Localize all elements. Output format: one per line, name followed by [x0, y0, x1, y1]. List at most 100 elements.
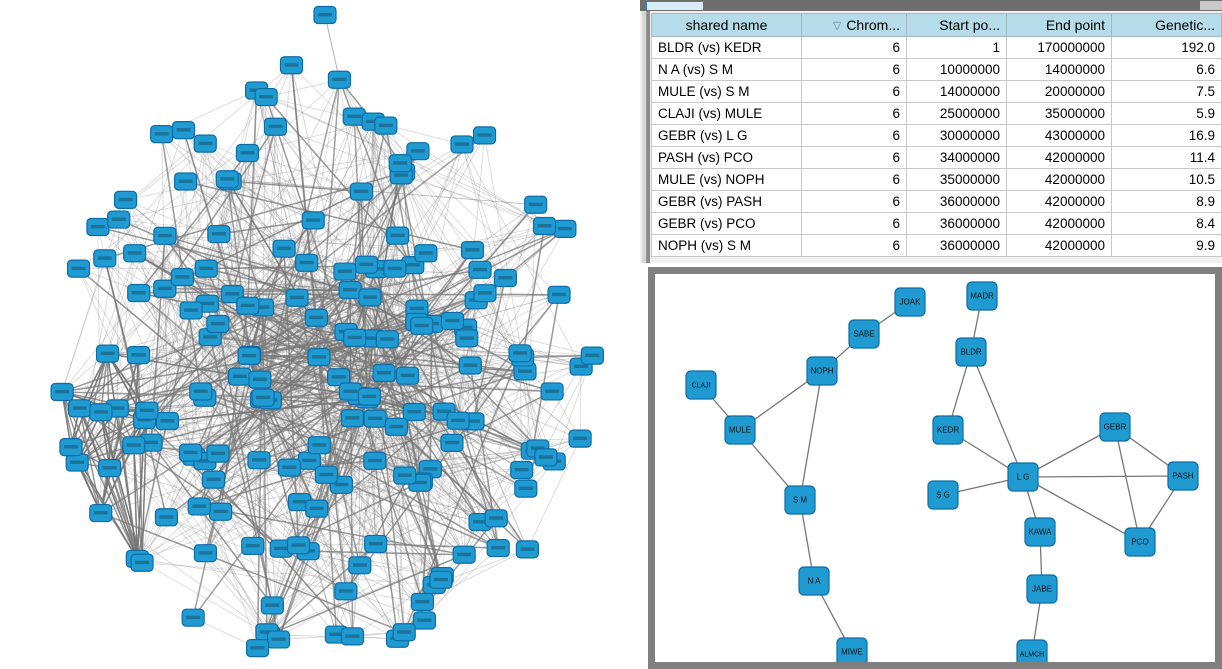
main-network-edge[interactable]	[472, 204, 537, 422]
main-network-edge[interactable]	[374, 456, 546, 462]
main-network-node[interactable]	[342, 107, 366, 126]
main-network-edge[interactable]	[136, 310, 192, 560]
main-network-node[interactable]	[450, 135, 474, 154]
main-network-edge[interactable]	[461, 144, 547, 458]
main-network-edge[interactable]	[262, 307, 522, 471]
main-network-edge[interactable]	[262, 175, 402, 308]
main-network-edge[interactable]	[306, 79, 340, 263]
main-network-edge[interactable]	[164, 178, 228, 237]
main-network-edge[interactable]	[290, 65, 320, 358]
cell-start_point[interactable]: 25000000	[906, 102, 1007, 125]
main-network-node[interactable]	[153, 226, 177, 245]
main-network-edge[interactable]	[118, 219, 426, 254]
main-network-node[interactable]	[354, 255, 378, 274]
subnetwork-view[interactable]: JOAK MADR SABE BLDR NOPH CLAJI GEBR KEDR MULE L G…	[655, 274, 1215, 662]
main-network-edge[interactable]	[372, 338, 539, 449]
main-network-edge[interactable]	[262, 307, 581, 440]
subnetwork-canvas[interactable]: JOAK MADR SABE BLDR NOPH CLAJI GEBR KEDR MULE L G…	[655, 274, 1215, 662]
main-network-edge[interactable]	[118, 219, 251, 356]
main-network-edge[interactable]	[247, 305, 522, 471]
subnetwork-node[interactable]: GEBR	[1099, 412, 1131, 442]
table-row[interactable]: BLDR (vs) KEDR 6 1 170000000 192.0	[651, 36, 1222, 59]
main-network-node[interactable]	[508, 344, 532, 363]
main-network-edge[interactable]	[226, 179, 251, 356]
main-network-edge[interactable]	[249, 354, 320, 446]
main-network-edge[interactable]	[137, 468, 431, 560]
main-network-edge[interactable]	[484, 135, 539, 449]
main-network-node[interactable]	[130, 553, 154, 572]
main-network-edge[interactable]	[100, 419, 146, 514]
main-network-edge[interactable]	[376, 268, 581, 439]
cell-shared_name[interactable]: MULE (vs) S M	[651, 80, 802, 103]
main-network-edge[interactable]	[239, 297, 371, 377]
main-network-edge[interactable]	[260, 220, 314, 400]
main-network-node[interactable]	[135, 401, 159, 420]
main-network-edge[interactable]	[164, 288, 282, 549]
main-network-node[interactable]	[468, 260, 492, 279]
main-network-edge[interactable]	[361, 191, 521, 354]
main-network-node[interactable]	[245, 639, 270, 658]
main-network-edge[interactable]	[166, 516, 398, 640]
main-network-edge[interactable]	[100, 512, 268, 633]
main-network-edge[interactable]	[117, 248, 285, 409]
cell-chromosome[interactable]: 6	[801, 102, 907, 125]
main-network-node[interactable]	[207, 224, 231, 244]
main-network-node[interactable]	[388, 154, 412, 173]
main-network-edge[interactable]	[366, 225, 545, 266]
main-network-node[interactable]	[329, 475, 354, 494]
main-network-node[interactable]	[122, 436, 146, 455]
main-network-edge[interactable]	[182, 276, 351, 291]
main-network-edge[interactable]	[262, 307, 522, 471]
cell-start_point[interactable]: 35000000	[906, 168, 1007, 191]
main-network-edge[interactable]	[383, 204, 536, 374]
cell-chromosome[interactable]: 6	[801, 234, 907, 257]
main-network-edge[interactable]	[190, 396, 370, 454]
main-network-edge[interactable]	[78, 268, 145, 421]
cell-start_point[interactable]: 34000000	[906, 146, 1007, 169]
main-network-node[interactable]	[215, 170, 239, 189]
main-network-edge[interactable]	[183, 129, 368, 400]
main-network-edge[interactable]	[272, 457, 547, 606]
main-network-node[interactable]	[272, 239, 296, 258]
main-network-node[interactable]	[393, 466, 417, 485]
main-network-node[interactable]	[236, 296, 260, 315]
main-network-node[interactable]	[327, 368, 351, 387]
main-network-edge[interactable]	[361, 191, 521, 354]
main-network-node[interactable]	[171, 121, 196, 140]
cell-chromosome[interactable]: 6	[801, 124, 907, 147]
main-network-node[interactable]	[154, 508, 179, 527]
main-network-node[interactable]	[287, 492, 312, 512]
main-network-edge[interactable]	[106, 353, 148, 412]
node-shape[interactable]	[1124, 527, 1156, 557]
node-shape[interactable]	[1167, 461, 1199, 491]
main-network-edge[interactable]	[78, 268, 310, 462]
main-network-node[interactable]	[107, 210, 131, 229]
main-network-node[interactable]	[406, 142, 430, 161]
cell-start_point[interactable]: 36000000	[906, 190, 1007, 213]
main-network-edge[interactable]	[206, 116, 355, 269]
main-network-edge[interactable]	[138, 292, 309, 552]
main-network-node[interactable]	[266, 630, 291, 649]
cell-chromosome[interactable]: 6	[801, 190, 907, 213]
main-network-edge[interactable]	[150, 442, 405, 633]
main-network-edge[interactable]	[160, 134, 202, 392]
main-network-node[interactable]	[285, 288, 309, 307]
main-network-edge[interactable]	[97, 226, 233, 295]
main-network-edge[interactable]	[289, 467, 443, 577]
main-network-edge[interactable]	[484, 292, 560, 296]
main-network-edge[interactable]	[166, 516, 425, 621]
main-network-edge[interactable]	[407, 294, 560, 377]
main-network-edge[interactable]	[249, 354, 499, 549]
column-header-shared-name[interactable]: shared name	[651, 13, 802, 37]
main-network-node[interactable]	[410, 316, 434, 335]
main-network-node[interactable]	[455, 329, 479, 348]
subnetwork-node[interactable]: JABE	[1026, 574, 1058, 604]
main-network-edge[interactable]	[104, 258, 146, 421]
main-network-edge[interactable]	[118, 218, 298, 299]
node-shape[interactable]	[1026, 574, 1058, 604]
cell-genetic[interactable]: 9.9	[1111, 234, 1222, 257]
main-network-node[interactable]	[206, 314, 230, 334]
main-network-edge[interactable]	[318, 357, 338, 635]
subnetwork-node[interactable]: BLDR	[955, 337, 987, 367]
main-network-edge[interactable]	[262, 307, 465, 556]
